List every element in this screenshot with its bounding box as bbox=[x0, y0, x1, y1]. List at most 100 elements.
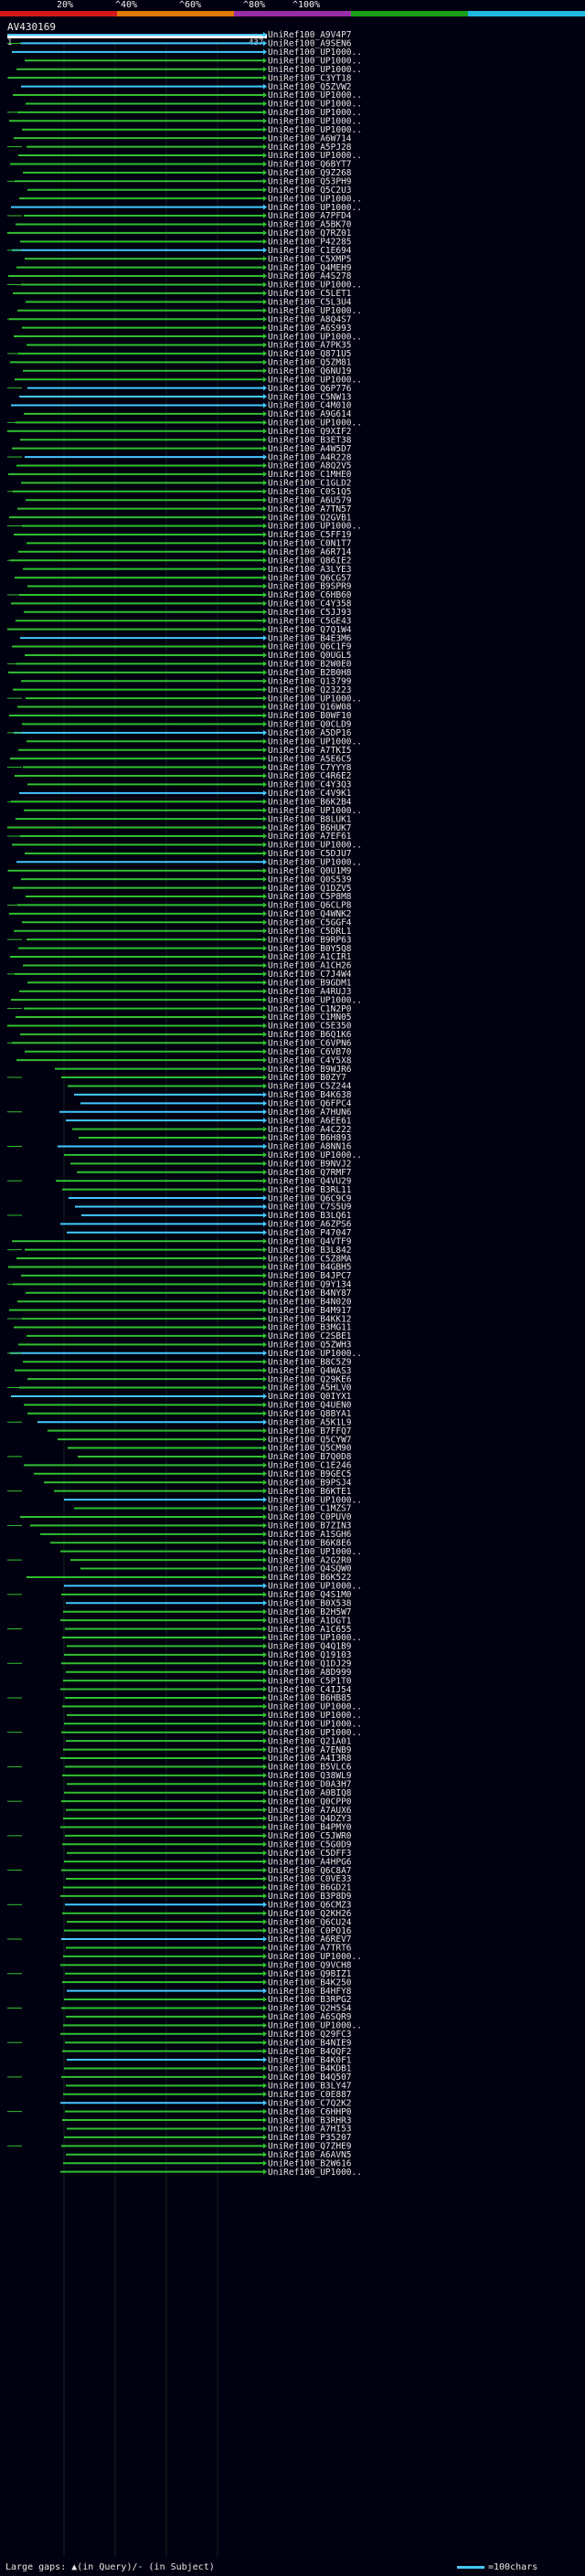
hit-label[interactable]: UniRef100_A7ENB9 bbox=[268, 1745, 352, 1755]
hit-label[interactable]: UniRef100_UP1000.. bbox=[268, 151, 362, 161]
hit-label[interactable]: UniRef100_C5DJU7 bbox=[268, 849, 352, 859]
hit-label[interactable]: UniRef100_UP1000.. bbox=[268, 375, 362, 385]
hit-label[interactable]: UniRef100_UP1000.. bbox=[268, 1633, 362, 1643]
hit-label[interactable]: UniRef100_B9GDM1 bbox=[268, 979, 352, 989]
hit-label[interactable]: UniRef100_C5DRL1 bbox=[268, 927, 352, 937]
hit-label[interactable]: UniRef100_C0S1Q5 bbox=[268, 487, 352, 497]
hit-label[interactable]: UniRef100_A8D999 bbox=[268, 1668, 352, 1678]
hit-label[interactable]: UniRef100_C5E350 bbox=[268, 1022, 352, 1032]
hit-label[interactable]: UniRef100_B7ZIN3 bbox=[268, 1521, 352, 1532]
hit-label[interactable]: UniRef100_Q5ZM81 bbox=[268, 358, 352, 368]
hit-label[interactable]: UniRef100_A7HUN6 bbox=[268, 1108, 352, 1118]
hit-label[interactable]: UniRef100_Q9Y134 bbox=[268, 1280, 352, 1290]
hit-label[interactable]: UniRef100_A6REV7 bbox=[268, 1935, 352, 1945]
hit-label[interactable]: UniRef100_C4R6E2 bbox=[268, 771, 352, 781]
hit-label[interactable]: UniRef100_B6HUK7 bbox=[268, 823, 352, 833]
hit-label[interactable]: UniRef100_B3L842 bbox=[268, 1246, 352, 1256]
hit-label[interactable]: UniRef100_B3P8D9 bbox=[268, 1892, 352, 1902]
hit-label[interactable]: UniRef100_Q1DJ29 bbox=[268, 1659, 352, 1669]
hit-label[interactable]: UniRef100_UP1000.. bbox=[268, 1582, 362, 1592]
hit-label[interactable]: UniRef100_B4QQF2 bbox=[268, 2047, 352, 2057]
hit-label[interactable]: UniRef100_Q4S1M0 bbox=[268, 1590, 352, 1600]
hit-label[interactable]: UniRef100_UP1000.. bbox=[268, 1728, 362, 1738]
hit-label[interactable]: UniRef100_A6U579 bbox=[268, 495, 352, 505]
hit-label[interactable]: UniRef100_C6HHP0 bbox=[268, 2107, 352, 2117]
hit-label[interactable]: UniRef100_A7PFD4 bbox=[268, 211, 352, 221]
hit-label[interactable]: UniRef100_UP1000.. bbox=[268, 841, 362, 851]
hit-label[interactable]: UniRef100_A5K1L9 bbox=[268, 1417, 352, 1427]
hit-label[interactable]: UniRef100_UP1000.. bbox=[268, 125, 362, 135]
hit-label[interactable]: UniRef100_C4Y5X8 bbox=[268, 1055, 352, 1065]
hit-label[interactable]: UniRef100_A1DGT1 bbox=[268, 1616, 352, 1626]
hit-label[interactable]: UniRef100_UP1000.. bbox=[268, 108, 362, 118]
hit-label[interactable]: UniRef100_P47047 bbox=[268, 1228, 352, 1238]
hit-label[interactable]: UniRef100_B6K2B4 bbox=[268, 797, 352, 807]
hit-label[interactable]: UniRef100_C7Q2K2 bbox=[268, 2098, 352, 2108]
hit-label[interactable]: UniRef100_Q4MEH9 bbox=[268, 263, 352, 273]
hit-label[interactable]: UniRef100_B4KK12 bbox=[268, 1314, 352, 1324]
hit-label[interactable]: UniRef100_A4S278 bbox=[268, 271, 352, 281]
hit-label[interactable]: UniRef100_A5E6C5 bbox=[268, 754, 352, 764]
hit-label[interactable]: UniRef100_Q5C2U3 bbox=[268, 186, 352, 196]
hit-label[interactable]: UniRef100_A4I3R8 bbox=[268, 1754, 352, 1764]
hit-label[interactable]: UniRef100_B2B0H8 bbox=[268, 668, 352, 678]
hit-label[interactable]: UniRef100_C6VB70 bbox=[268, 1047, 352, 1057]
hit-label[interactable]: UniRef100_C4Y3Q3 bbox=[268, 780, 352, 790]
hit-label[interactable]: UniRef100_Q38WL9 bbox=[268, 1771, 352, 1781]
hit-label[interactable]: UniRef100_A7PK35 bbox=[268, 341, 352, 351]
hit-label[interactable]: UniRef100_UP1000.. bbox=[268, 194, 362, 204]
hit-label[interactable]: UniRef100_UP1000.. bbox=[268, 1952, 362, 1962]
hit-label[interactable]: UniRef100_Q16W08 bbox=[268, 703, 352, 713]
hit-label[interactable]: UniRef100_UP1000.. bbox=[268, 806, 362, 816]
hit-label[interactable]: UniRef100_A7TN57 bbox=[268, 504, 352, 514]
hit-label[interactable]: UniRef100_C2SBE1 bbox=[268, 1331, 352, 1341]
hit-label[interactable]: UniRef100_Q6P776 bbox=[268, 384, 352, 394]
hit-label[interactable]: UniRef100_A8Q4S7 bbox=[268, 314, 352, 324]
hit-label[interactable]: UniRef100_A8Q2V5 bbox=[268, 461, 352, 472]
hit-label[interactable]: UniRef100_UP1000.. bbox=[268, 1349, 362, 1359]
hit-label[interactable]: UniRef100_Q29KE6 bbox=[268, 1374, 352, 1384]
hit-label[interactable]: UniRef100_B3MG11 bbox=[268, 1323, 352, 1333]
hit-label[interactable]: UniRef100_C4IJ54 bbox=[268, 1685, 352, 1695]
hit-label[interactable]: UniRef100_A6R714 bbox=[268, 547, 352, 557]
hit-label[interactable]: UniRef100_Q9XIF2 bbox=[268, 427, 352, 437]
hit-label[interactable]: UniRef100_B2W616 bbox=[268, 2158, 352, 2168]
hit-label[interactable]: UniRef100_UP1000.. bbox=[268, 1711, 362, 1721]
hit-label[interactable]: UniRef100_A6S993 bbox=[268, 323, 352, 334]
hit-label[interactable]: UniRef100_UP1000.. bbox=[268, 737, 362, 747]
hit-label[interactable]: UniRef100_C5L3U4 bbox=[268, 298, 352, 308]
hit-label[interactable]: UniRef100_UP1000.. bbox=[268, 1719, 362, 1729]
hit-label[interactable]: UniRef100_C6HB60 bbox=[268, 590, 352, 600]
hit-label[interactable]: UniRef100_B4K0F1 bbox=[268, 2055, 352, 2065]
hit-label[interactable]: UniRef100_Q4WAS3 bbox=[268, 1366, 352, 1376]
hit-label[interactable]: UniRef100_Q6FPC4 bbox=[268, 1099, 352, 1109]
hit-label[interactable]: UniRef100_B4E3M6 bbox=[268, 633, 352, 643]
hit-label[interactable]: UniRef100_C7YYY8 bbox=[268, 763, 352, 773]
hit-label[interactable]: UniRef100_Q6C1F9 bbox=[268, 642, 352, 652]
hit-label[interactable]: UniRef100_C4Y358 bbox=[268, 599, 352, 610]
hit-label[interactable]: UniRef100_C1MZS7 bbox=[268, 1504, 352, 1514]
hit-label[interactable]: UniRef100_B4Q507 bbox=[268, 2072, 352, 2083]
hit-label[interactable]: UniRef100_B7FFQ7 bbox=[268, 1426, 352, 1436]
hit-label[interactable]: UniRef100_UP1000.. bbox=[268, 100, 362, 110]
hit-label[interactable]: UniRef100_Q6CLP8 bbox=[268, 901, 352, 911]
hit-label[interactable]: UniRef100_Q6CG57 bbox=[268, 573, 352, 583]
hit-label[interactable]: UniRef100_B3RHR3 bbox=[268, 2115, 352, 2125]
hit-label[interactable]: UniRef100_B6GD21 bbox=[268, 1883, 352, 1893]
hit-label[interactable]: UniRef100_B6H893 bbox=[268, 1133, 352, 1143]
hit-label[interactable]: UniRef100_A6W714 bbox=[268, 133, 352, 143]
hit-label[interactable]: UniRef100_Q4VTF9 bbox=[268, 1236, 352, 1246]
hit-label[interactable]: UniRef100_UP1000.. bbox=[268, 306, 362, 316]
hit-label[interactable]: UniRef100_Q6CMZ3 bbox=[268, 1901, 352, 1911]
hit-label[interactable]: UniRef100_C5XMP5 bbox=[268, 254, 352, 264]
hit-label[interactable]: UniRef100_A6ZPS6 bbox=[268, 1220, 352, 1230]
hit-label[interactable]: UniRef100_Q0IYX1 bbox=[268, 1392, 352, 1402]
hit-label[interactable]: UniRef100_A1CIR1 bbox=[268, 952, 352, 962]
hit-label[interactable]: UniRef100_UP1000.. bbox=[268, 857, 362, 867]
hit-label[interactable]: UniRef100_UP1000.. bbox=[268, 694, 362, 704]
hit-label[interactable]: UniRef100_Q4UEN0 bbox=[268, 1401, 352, 1411]
hit-label[interactable]: UniRef100_B0WF10 bbox=[268, 711, 352, 721]
hit-label[interactable]: UniRef100_B0ZY7 bbox=[268, 1073, 346, 1083]
hit-label[interactable]: UniRef100_C4V9K1 bbox=[268, 789, 352, 799]
hit-label[interactable]: UniRef100_B9RP63 bbox=[268, 935, 352, 945]
